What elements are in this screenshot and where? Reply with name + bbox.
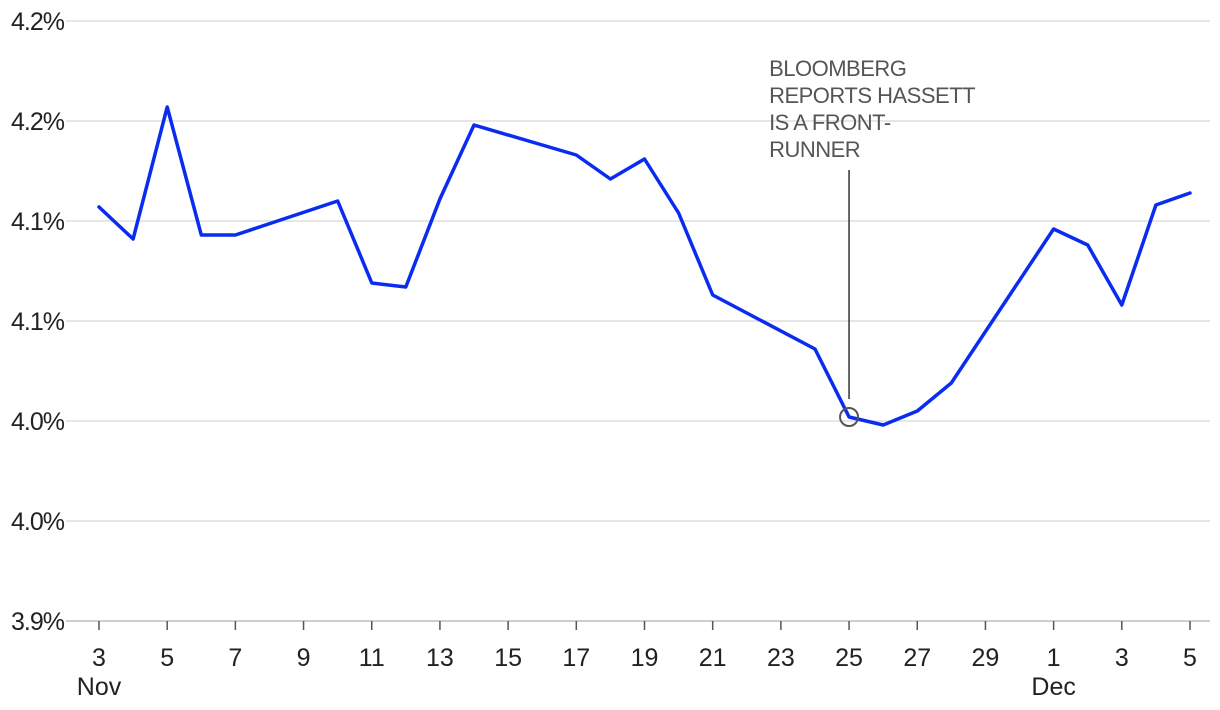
y-tick-label: 4.0% bbox=[11, 508, 65, 536]
x-tick-label: 3 bbox=[92, 644, 106, 672]
x-tick-label: 5 bbox=[160, 644, 174, 672]
x-tick-label: 9 bbox=[297, 644, 311, 672]
annotation-text: BLOOMBERG bbox=[769, 56, 906, 81]
y-tick-label: 4.1% bbox=[11, 208, 65, 236]
y-tick-label: 4.0% bbox=[11, 408, 65, 436]
x-tick-label: 11 bbox=[359, 644, 385, 672]
y-axis-ticks: 3.9% 4.0% 4.0% 4.1% 4.1% 4.2% 4.2% bbox=[11, 8, 66, 636]
x-tick-label: 15 bbox=[494, 644, 522, 672]
x-tick-label: 25 bbox=[835, 644, 863, 672]
x-tick-label: 1 bbox=[1047, 644, 1061, 672]
y-tick-label: 4.2% bbox=[11, 108, 65, 136]
x-tick-label: 21 bbox=[699, 644, 727, 672]
y-tick-label: 4.1% bbox=[11, 308, 65, 336]
x-tick-label: 29 bbox=[972, 644, 1000, 672]
x-tick-label: 19 bbox=[631, 644, 659, 672]
y-tick-label: 3.9% bbox=[11, 608, 65, 636]
x-tick-label: 5 bbox=[1183, 644, 1197, 672]
series-lines bbox=[97, 105, 1192, 427]
x-tick-label: 17 bbox=[562, 644, 590, 672]
x-tick-label: 7 bbox=[228, 644, 242, 672]
series-line bbox=[97, 105, 1192, 427]
annotation-marker bbox=[839, 407, 860, 427]
y-tick-label: 4.2% bbox=[11, 8, 65, 36]
x-month-label: Dec bbox=[1031, 673, 1075, 701]
gridlines bbox=[66, 20, 1210, 622]
x-tick-label: 27 bbox=[903, 644, 931, 672]
x-month-label: Nov bbox=[77, 673, 122, 701]
annotation-text: REPORTS HASSETT bbox=[769, 83, 975, 108]
x-tick-label: 13 bbox=[426, 644, 454, 672]
annotation-text: IS A FRONT- bbox=[769, 110, 891, 135]
x-tick-label: 23 bbox=[767, 644, 795, 672]
annotation-text: RUNNER bbox=[769, 137, 860, 162]
annotation-marker-circle bbox=[839, 407, 860, 427]
x-tick-label: 3 bbox=[1115, 644, 1129, 672]
